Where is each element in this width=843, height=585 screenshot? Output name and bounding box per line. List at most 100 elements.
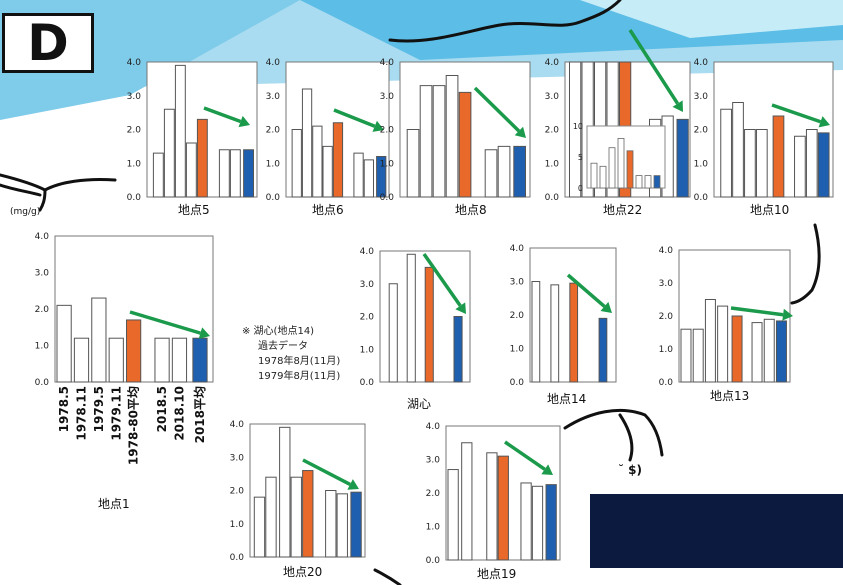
y-tick-label: 3.0 <box>380 92 395 102</box>
bar <box>794 135 806 198</box>
bar <box>350 491 362 558</box>
y-tick-label: 2.0 <box>426 489 441 499</box>
bar <box>805 129 818 198</box>
bar <box>108 337 124 383</box>
y-tick-label: 3.0 <box>545 92 560 102</box>
y-tick-label: 1.0 <box>426 523 441 533</box>
trend-arrow <box>473 86 521 133</box>
bar <box>174 64 186 198</box>
bar <box>772 115 785 198</box>
inset-y-tick-label: 10 <box>573 122 583 131</box>
bar <box>513 145 526 198</box>
bar <box>376 156 387 198</box>
location-label: 地点1 <box>98 497 130 511</box>
inset-bar <box>635 175 643 189</box>
y-tick-label: 1.0 <box>659 345 674 355</box>
inset-bar <box>653 175 661 189</box>
trend-arrow <box>129 310 201 335</box>
bar <box>332 122 344 198</box>
trend-arrow-head <box>818 116 830 128</box>
x-tick-label: 1978.5 <box>57 386 71 432</box>
unit-label: (mg/g) <box>10 207 41 217</box>
y-tick-label: 3.0 <box>694 92 709 102</box>
bar <box>497 455 509 561</box>
bar <box>445 75 459 198</box>
chart-p22: 0.0 1.0 2.0 3.0 4.0 0 5 10 地点22 <box>545 29 691 217</box>
bar <box>447 469 459 561</box>
chart-p10: 0.0 1.0 2.0 3.0 4.0 地点10 <box>694 58 834 217</box>
bar <box>290 476 302 558</box>
x-tick-label: 1979.11 <box>109 386 123 441</box>
inset-bar <box>626 150 634 189</box>
note-line-1: ※ 湖心(地点14) <box>242 326 315 337</box>
location-label: 地点20 <box>283 565 322 579</box>
y-tick-label: 0.0 <box>230 553 245 563</box>
y-tick-label: 4.0 <box>230 420 245 430</box>
bar <box>550 284 560 383</box>
bar <box>171 337 188 383</box>
trend-arrow-head <box>541 464 553 475</box>
y-tick-label: 1.0 <box>545 159 560 169</box>
location-label: 地点22 <box>603 203 642 217</box>
trend-arrow <box>771 103 822 124</box>
bar <box>676 118 689 198</box>
bar <box>569 282 579 383</box>
y-tick-label: 2.0 <box>360 313 375 323</box>
y-tick-label: 2.0 <box>510 311 525 321</box>
bar <box>325 490 337 558</box>
x-tick-label: 2018.5 <box>155 386 169 432</box>
bar <box>192 337 208 383</box>
bar <box>598 317 608 383</box>
note-line-3: 1978年8月(11月) <box>258 356 341 367</box>
bar <box>152 152 164 198</box>
y-tick-label: 1.0 <box>35 342 50 352</box>
chart-p20: 0.0 1.0 2.0 3.0 4.0 地点20 <box>230 420 366 579</box>
bar <box>755 129 768 198</box>
x-tick-label: 2018平均 <box>192 386 207 443</box>
y-tick-label: 0.0 <box>426 556 441 566</box>
y-tick-label: 0.0 <box>380 193 395 203</box>
y-tick-label: 2.0 <box>35 305 50 315</box>
y-tick-label: 2.0 <box>694 126 709 136</box>
trend-arrow <box>333 108 376 128</box>
chart-p14: 0.0 1.0 2.0 3.0 4.0 地点14 <box>510 244 617 406</box>
y-tick-label: 3.0 <box>266 92 281 102</box>
trend-arrow <box>628 29 680 105</box>
bar <box>775 320 787 383</box>
y-tick-label: 4.0 <box>266 58 281 68</box>
trend-arrow-head <box>372 120 384 132</box>
bar <box>301 88 313 198</box>
location-label: 湖心 <box>407 396 431 411</box>
y-tick-label: 0.0 <box>127 193 142 203</box>
trend-arrow-head <box>238 115 250 128</box>
bar <box>56 304 72 383</box>
bar <box>717 305 729 383</box>
y-tick-label: 3.0 <box>510 278 525 288</box>
y-tick-label: 0.0 <box>266 193 281 203</box>
location-label: 地点10 <box>750 203 789 217</box>
y-tick-label: 2.0 <box>266 126 281 136</box>
y-tick-label: 4.0 <box>510 244 525 254</box>
location-label: 地点13 <box>710 389 749 403</box>
location-label: 地点6 <box>312 203 344 217</box>
chart-center: 0.0 1.0 2.0 3.0 4.0 湖心 <box>360 247 471 411</box>
bar <box>484 149 498 198</box>
chart-p1: 0.0 1.0 2.0 3.0 4.0 1978.5 1978.11 1979.5 1979.1… <box>35 232 214 511</box>
trend-arrow <box>302 458 351 486</box>
bar <box>253 496 266 558</box>
y-tick-label: 2.0 <box>127 126 142 136</box>
location-label: 地点5 <box>178 203 210 217</box>
bar <box>91 297 107 383</box>
y-tick-label: 3.0 <box>35 269 50 279</box>
bar <box>531 281 541 383</box>
y-tick-label: 1.0 <box>510 345 525 355</box>
inset-bar <box>617 137 625 189</box>
bar <box>680 328 692 383</box>
y-tick-label: 4.0 <box>360 247 375 257</box>
bar <box>406 129 420 198</box>
location-label: 地点8 <box>455 203 487 217</box>
y-tick-label: 2.0 <box>545 126 560 136</box>
y-tick-label: 4.0 <box>426 422 441 432</box>
note-line-2: 過去データ <box>258 341 308 352</box>
